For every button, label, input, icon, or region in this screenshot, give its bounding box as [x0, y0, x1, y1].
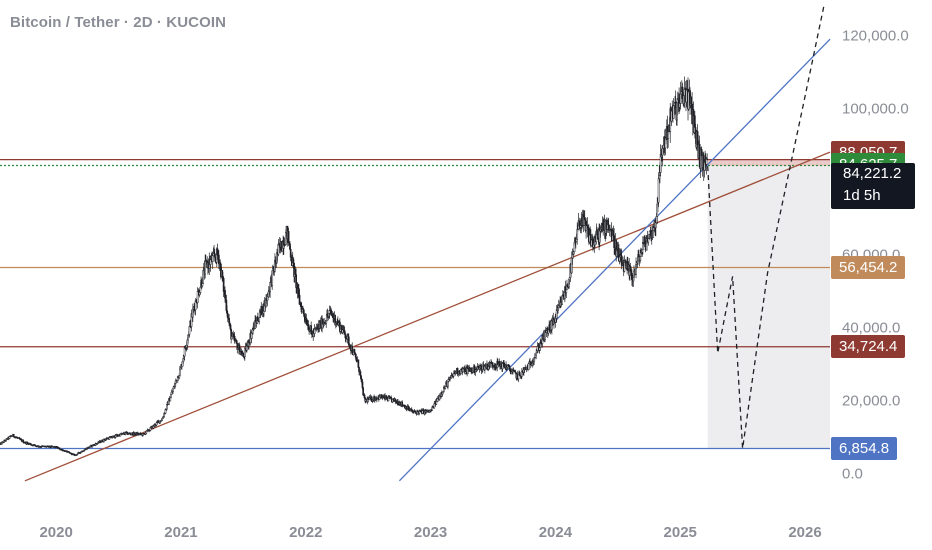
projection-path — [707, 6, 825, 449]
y-tick-label: 40,000.0 — [842, 320, 900, 337]
zones-layer — [707, 159, 830, 449]
candle-body — [172, 388, 174, 392]
candle-body — [359, 371, 362, 376]
trend-line-0 — [24, 151, 831, 482]
y-tick-label: 0.0 — [842, 466, 863, 483]
y-tick-label: 20,000.0 — [842, 393, 900, 410]
level-badge-4: 6,854.8 — [831, 436, 898, 460]
chart-title: Bitcoin / Tether · 2D · KUCOIN — [10, 14, 227, 31]
candle-body — [572, 251, 575, 255]
zone-0 — [707, 159, 830, 167]
candle-body — [698, 143, 701, 168]
candle-body — [706, 158, 709, 160]
candle-body — [170, 394, 172, 399]
trend-line-1 — [398, 38, 831, 482]
candle-body — [287, 231, 290, 243]
x-tick-label: 2022 — [289, 524, 322, 541]
x-axis: 2020 2021 2022 2023 2024 2025 2026 — [39, 524, 821, 541]
x-tick-label: 2023 — [414, 524, 447, 541]
x-tick-label: 2024 — [539, 524, 573, 541]
candle-body — [179, 368, 181, 376]
candle-body — [561, 295, 564, 305]
candle-body — [536, 346, 539, 352]
candle-body — [201, 283, 204, 287]
candle-body — [277, 244, 280, 255]
y-tick-label: 100,000.0 — [842, 101, 909, 118]
candle-body — [565, 289, 568, 294]
candle-body — [647, 238, 650, 243]
candle-body — [292, 258, 295, 264]
y-tick-label: 120,000.0 — [842, 28, 909, 45]
candle-body — [657, 178, 660, 203]
projection-layer — [707, 6, 825, 449]
candle-body — [357, 359, 360, 368]
candle-body — [680, 91, 683, 95]
candle-body — [361, 381, 364, 388]
candle-body — [685, 89, 688, 103]
level-badge-3: 34,724.4 — [831, 335, 906, 359]
candle-body — [343, 326, 345, 331]
level-badge-2: 56,454.2 — [831, 255, 906, 279]
candles-layer — [0, 76, 709, 457]
candle-body — [310, 325, 313, 331]
x-tick-label: 2026 — [788, 524, 821, 541]
candle-body — [214, 256, 217, 260]
candle-body — [484, 365, 486, 371]
candle-body — [196, 291, 199, 303]
zone-1 — [707, 166, 830, 449]
candle-body — [508, 365, 511, 370]
candle-body — [169, 397, 172, 402]
candle-body — [211, 255, 214, 262]
x-tick-label: 2025 — [664, 524, 697, 541]
current-price-label: 84,221.2 — [843, 165, 902, 182]
countdown-label: 1d 5h — [843, 187, 881, 204]
candle-body — [355, 357, 358, 361]
candle-body — [230, 336, 233, 340]
current-price-badge: 84,221.2 1d 5h — [831, 163, 915, 209]
candle-body — [613, 235, 615, 249]
candle-body — [188, 326, 191, 335]
x-tick-label: 2020 — [39, 524, 72, 541]
candle-body — [258, 317, 261, 322]
horizontal-levels-layer — [0, 159, 830, 450]
trend-lines-layer — [24, 38, 831, 482]
x-tick-label: 2021 — [164, 524, 197, 541]
candle-body — [358, 367, 360, 372]
